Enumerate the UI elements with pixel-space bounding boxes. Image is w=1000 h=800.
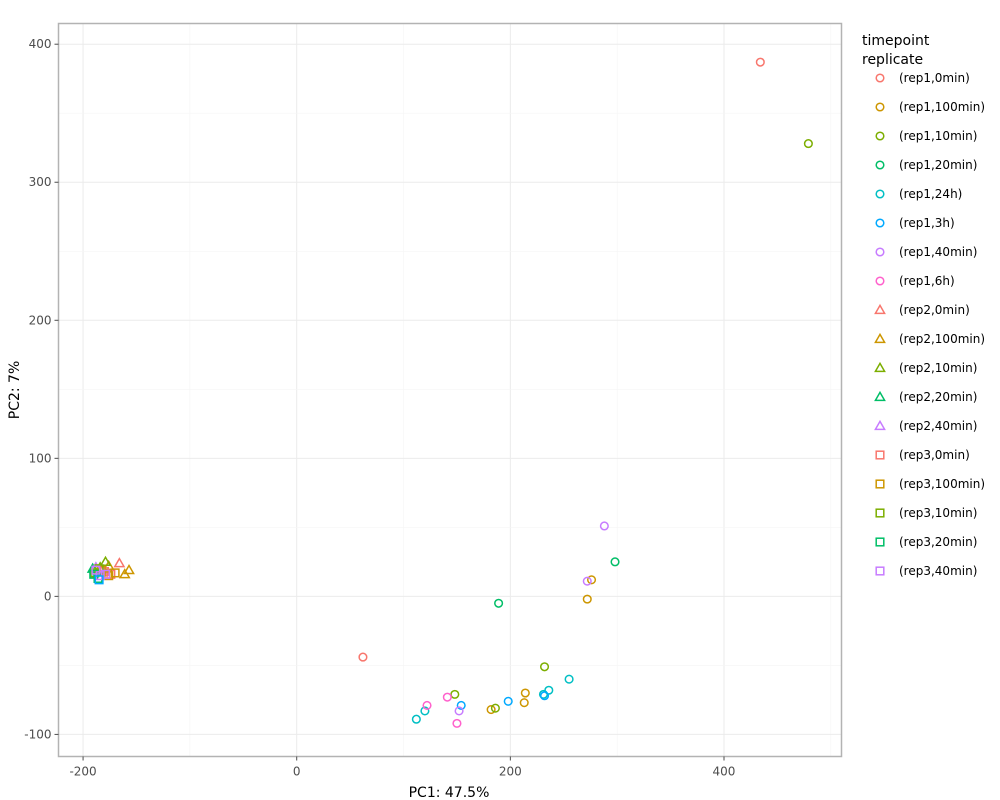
- y-axis-ticks: -100 0 100 200 300 400: [24, 37, 59, 741]
- legend-key-circle: [875, 102, 885, 112]
- x-tick-label: 400: [713, 765, 736, 779]
- data-point-circle: [420, 706, 430, 716]
- legend-key-triangle: [874, 390, 886, 402]
- data-point-circle: [411, 714, 421, 724]
- data-point-triangle: [113, 557, 126, 568]
- legend-key-triangle: [874, 332, 886, 344]
- legend-label: (rep1,0min): [899, 71, 970, 85]
- data-point-circle: [456, 700, 466, 710]
- legend-label: (rep2,20min): [899, 390, 977, 404]
- data-point-circle: [582, 594, 592, 604]
- data-point-circle: [803, 139, 813, 149]
- data-point-triangle: [123, 564, 135, 575]
- data-point-circle: [519, 698, 529, 708]
- x-tick-label: 0: [293, 765, 301, 779]
- x-axis-ticks: -200 0 200 400: [69, 756, 736, 779]
- data-point-circle: [586, 575, 597, 585]
- data-points: [86, 57, 813, 728]
- legend-label: (rep3,100min): [899, 477, 985, 491]
- data-point-triangle: [99, 555, 112, 567]
- y-tick-label: 100: [29, 451, 52, 465]
- data-point-circle: [599, 521, 609, 531]
- legend-label: (rep3,10min): [899, 506, 977, 520]
- y-axis-title: PC2: 7%: [7, 361, 23, 420]
- legend-label: (rep2,40min): [899, 419, 977, 433]
- legend-key-square: [875, 566, 885, 576]
- legend-key-square: [875, 479, 885, 489]
- legend-key-triangle: [874, 419, 886, 431]
- legend-label: (rep3,0min): [899, 448, 970, 462]
- legend-label: (rep1,40min): [899, 245, 977, 259]
- legend-key-square: [875, 537, 885, 547]
- data-point-square: [91, 565, 101, 575]
- data-point-circle: [450, 689, 460, 699]
- y-tick-label: 200: [29, 313, 52, 327]
- legend-label: (rep2,100min): [899, 332, 985, 346]
- x-tick-label: 200: [499, 765, 522, 779]
- legend-key-circle: [875, 218, 885, 228]
- data-point-circle: [494, 598, 504, 608]
- data-point-circle: [520, 688, 530, 698]
- legend-label: (rep3,40min): [899, 564, 977, 578]
- legend-key-circle: [875, 160, 885, 170]
- x-axis-title: PC1: 47.5%: [409, 785, 490, 800]
- data-point-circle: [442, 692, 452, 702]
- data-point-circle: [539, 662, 550, 672]
- data-point-circle: [564, 674, 574, 684]
- y-tick-label: 0: [44, 589, 52, 603]
- legend-key-circle: [875, 73, 885, 83]
- data-point-circle: [454, 706, 464, 716]
- data-point-circle: [503, 696, 513, 706]
- legend-title-line-2: replicate: [862, 52, 923, 68]
- legend-label: (rep1,24h): [899, 187, 962, 201]
- y-tick-label: -100: [24, 727, 51, 741]
- data-point-circle: [452, 718, 462, 728]
- grid: [58, 23, 842, 757]
- data-point-circle: [490, 703, 500, 713]
- legend-label: (rep1,10min): [899, 129, 977, 143]
- panel-border: [57, 22, 843, 758]
- y-tick-label: 300: [29, 175, 52, 189]
- data-point-square: [110, 568, 120, 578]
- data-point-circle: [538, 689, 549, 699]
- legend-key-square: [875, 450, 885, 460]
- legend-label: (rep2,10min): [899, 361, 977, 375]
- data-point-triangle: [118, 568, 131, 579]
- legend-key-circle: [875, 131, 885, 141]
- data-point-circle: [486, 705, 496, 715]
- legend-label: (rep3,20min): [899, 535, 977, 549]
- legend-label: (rep1,3h): [899, 216, 955, 230]
- legend-label: (rep1,6h): [899, 274, 955, 288]
- legend-key-square: [875, 508, 885, 518]
- legend: timepoint replicate (rep1,0min) (rep1,100…: [862, 33, 985, 578]
- legend-key-triangle: [874, 361, 886, 373]
- data-point-square: [94, 575, 104, 585]
- y-tick-label: 400: [29, 37, 52, 51]
- legend-key-triangle: [874, 303, 886, 315]
- data-point-circle: [610, 557, 620, 567]
- legend-label: (rep1,100min): [899, 100, 985, 114]
- data-point-square: [100, 569, 111, 579]
- x-tick-label: -200: [69, 765, 96, 779]
- data-point-circle: [422, 700, 432, 710]
- data-point-circle: [755, 57, 765, 67]
- legend-label: (rep2,0min): [899, 303, 970, 317]
- legend-key-circle: [875, 247, 885, 257]
- data-point-circle: [582, 576, 592, 586]
- legend-key-circle: [875, 276, 885, 286]
- legend-label: (rep1,20min): [899, 158, 977, 172]
- legend-title-line-1: timepoint: [862, 33, 930, 49]
- data-point-circle: [358, 652, 368, 662]
- data-point-circle: [539, 691, 550, 701]
- legend-key-circle: [875, 189, 885, 199]
